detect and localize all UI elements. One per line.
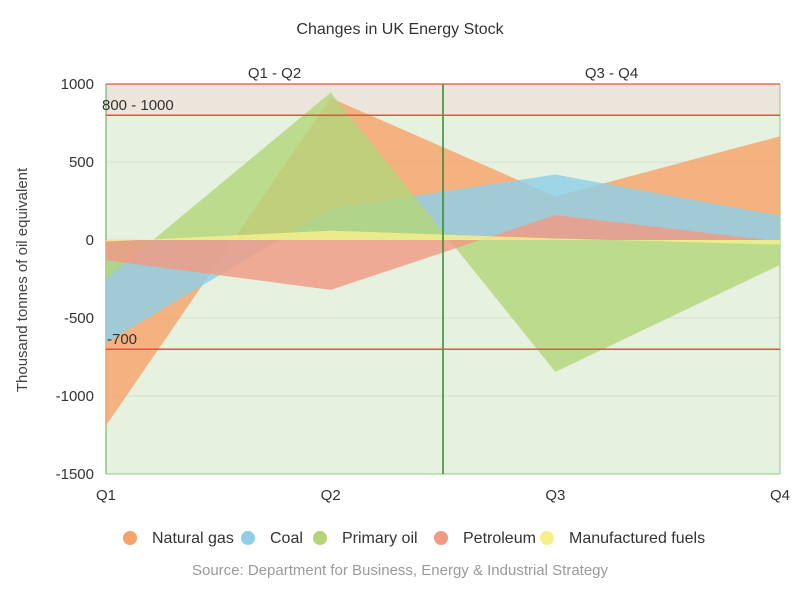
- legend-item: Manufactured fuels: [540, 530, 705, 547]
- legend-item: Natural gas: [123, 530, 234, 547]
- y-tick-label: 1000: [61, 76, 94, 93]
- legend-label: Primary oil: [342, 530, 418, 547]
- x-tick-label: Q1: [96, 487, 116, 504]
- x-tick-label: Q4: [770, 487, 790, 504]
- y-tick-label: -500: [64, 310, 94, 327]
- legend-item: Petroleum: [434, 530, 536, 547]
- source-note: Source: Department for Business, Energy …: [192, 562, 609, 579]
- band-label-1: Q1 - Q2: [248, 65, 301, 82]
- plot-area: Q1 - Q2 Q3 - Q4 1000 500 0 -500 -1000 -1500 800 …: [56, 65, 790, 504]
- series-area-coal: [106, 174, 780, 343]
- threshold-band-label: 800 - 1000: [102, 97, 174, 114]
- series-area-petroleum: [106, 215, 780, 290]
- legend-swatch: [313, 531, 327, 545]
- legend-label: Manufactured fuels: [569, 530, 705, 547]
- legend-item: Primary oil: [313, 530, 418, 547]
- y-tick-label: -1000: [56, 388, 94, 405]
- reference-line-label: -700: [107, 331, 137, 348]
- legend-label: Natural gas: [152, 530, 234, 547]
- legend-swatch: [241, 531, 255, 545]
- band-label-2: Q3 - Q4: [585, 65, 638, 82]
- x-tick-label: Q3: [545, 487, 565, 504]
- x-tick-label: Q2: [321, 487, 341, 504]
- legend-swatch: [434, 531, 448, 545]
- legend-item: Coal: [241, 530, 303, 547]
- y-tick-label: -1500: [56, 466, 94, 483]
- legend-label: Petroleum: [463, 530, 536, 547]
- y-tick-label: 0: [86, 232, 94, 249]
- chart-title: Changes in UK Energy Stock: [296, 21, 504, 38]
- y-tick-label: 500: [69, 154, 94, 171]
- series-area-primary-oil: [106, 92, 780, 372]
- y-axis-label: Thousand tonnes of oil equivalent: [14, 167, 31, 392]
- legend-label: Coal: [270, 530, 303, 547]
- legend-swatch: [123, 531, 137, 545]
- legend: Natural gas Coal Primary oil Petroleum Manuf…: [123, 530, 705, 547]
- legend-swatch: [540, 531, 554, 545]
